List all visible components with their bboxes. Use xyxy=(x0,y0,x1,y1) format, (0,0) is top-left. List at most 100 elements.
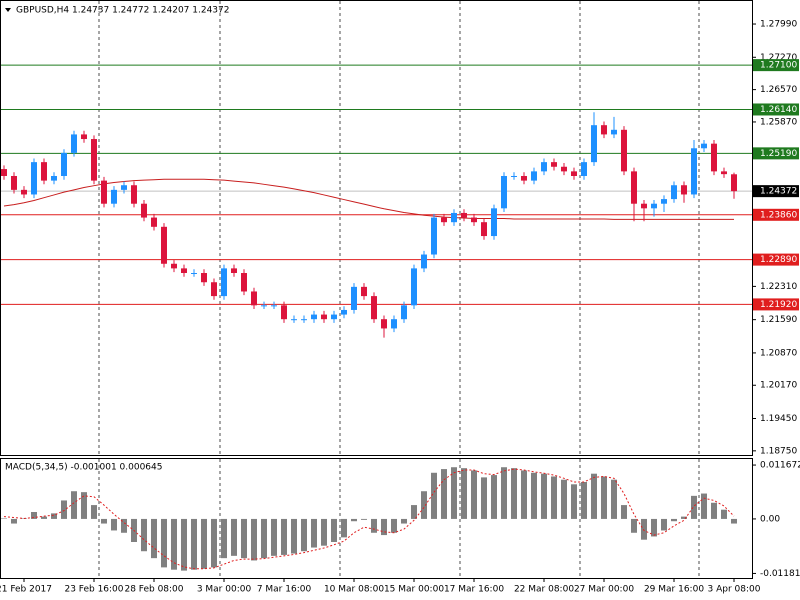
macd-bar xyxy=(451,467,457,519)
macd-bar xyxy=(121,518,127,533)
candle-body xyxy=(721,171,727,175)
candle-body xyxy=(131,185,137,204)
candle-body xyxy=(181,268,187,273)
level-label: 1.23860 xyxy=(760,210,797,220)
candle-body xyxy=(401,305,407,320)
macd-bar xyxy=(181,518,187,571)
x-tick-label: 3 Apr 08:00 xyxy=(708,585,761,595)
macd-bar xyxy=(331,518,337,542)
macd-bar xyxy=(551,476,557,519)
macd-bar xyxy=(91,505,97,519)
macd-bar xyxy=(591,473,597,519)
candle-body xyxy=(561,166,567,172)
candle-body xyxy=(451,212,457,223)
level-label-box xyxy=(753,298,799,311)
macd-bar xyxy=(81,492,87,519)
macd-bar xyxy=(191,518,197,570)
macd-bar xyxy=(561,479,567,519)
macd-bar xyxy=(681,516,687,519)
macd-bar xyxy=(231,518,237,556)
candle-body xyxy=(441,217,447,223)
candle-body xyxy=(601,125,607,135)
candle-body xyxy=(731,174,737,192)
macd-bar xyxy=(351,518,357,522)
menu-icon xyxy=(5,8,11,12)
level-label: 1.21920 xyxy=(760,300,797,310)
macd-bar xyxy=(381,518,387,536)
level-label-box xyxy=(753,59,799,72)
macd-bar xyxy=(71,491,77,519)
price-title: GBPUSD,H4 1.24737 1.24772 1.24207 1.2437… xyxy=(16,6,229,16)
macd-bar xyxy=(501,467,507,519)
x-tick-label: 28 Feb 08:00 xyxy=(124,585,183,595)
macd-bar xyxy=(61,500,67,519)
candle-body xyxy=(201,273,207,283)
candle-body xyxy=(251,291,257,306)
candle-body xyxy=(681,185,687,195)
y-tick-label: -0.011812 xyxy=(760,569,800,579)
signal-line xyxy=(3,468,735,570)
macd-bar xyxy=(41,516,47,519)
macd-bar xyxy=(621,505,627,519)
candle-body xyxy=(501,175,507,209)
candle-body xyxy=(1,169,7,176)
candle-body xyxy=(421,254,427,269)
macd-bar xyxy=(51,513,57,519)
macd-bar xyxy=(391,518,397,533)
candle-body xyxy=(121,185,127,190)
macd-bar xyxy=(471,470,477,519)
macd-bar xyxy=(421,491,427,519)
macd-bar xyxy=(151,518,157,559)
x-tick-label: 29 Mar 16:00 xyxy=(644,585,704,595)
candle-body xyxy=(311,314,317,320)
candle-body xyxy=(71,134,77,153)
candle-body xyxy=(31,162,37,195)
candle-body xyxy=(521,175,527,181)
y-tick-label: 1.21590 xyxy=(760,315,797,325)
level-label-box xyxy=(753,208,799,221)
macd-title: MACD(5,34,5) -0.001001 0.000645 xyxy=(5,463,162,473)
macd-bar xyxy=(541,473,547,519)
x-tick-label: 7 Mar 16:00 xyxy=(257,585,312,595)
y-tick-label: 0.011672 xyxy=(760,461,800,471)
macd-bar xyxy=(211,518,217,568)
macd-bar xyxy=(691,495,697,519)
macd-bar xyxy=(271,518,277,556)
x-tick-label: 21 Feb 2017 xyxy=(0,585,52,595)
candle-body xyxy=(711,143,717,172)
candle-body xyxy=(191,273,197,274)
x-tick-label: 23 Feb 16:00 xyxy=(64,585,123,595)
macd-bar xyxy=(101,518,107,524)
macd-bar xyxy=(481,477,487,519)
candle-body xyxy=(661,199,667,204)
macd-bar xyxy=(661,518,667,531)
candle-body xyxy=(641,203,647,209)
candle-body xyxy=(301,319,307,321)
x-tick-label: 10 Mar 08:00 xyxy=(324,585,384,595)
candle-body xyxy=(651,203,657,209)
candle-body xyxy=(61,152,67,176)
candle-body xyxy=(171,263,177,269)
macd-bar xyxy=(291,518,297,554)
macd-bar xyxy=(721,509,727,519)
candle-body xyxy=(511,175,517,177)
candle-body xyxy=(701,143,707,149)
macd-bar xyxy=(261,518,267,559)
candle-body xyxy=(101,180,107,204)
macd-bar xyxy=(401,518,407,524)
candle-body xyxy=(81,134,87,140)
candle-body xyxy=(351,286,357,310)
candle-body xyxy=(461,212,467,218)
y-tick-label: 1.18750 xyxy=(760,446,797,456)
candle-body xyxy=(91,139,97,181)
candle-body xyxy=(571,171,577,176)
macd-bar xyxy=(1,518,7,519)
macd-bar xyxy=(411,505,417,519)
candle-body xyxy=(221,268,227,297)
candle-body xyxy=(111,189,117,204)
macd-bar xyxy=(531,472,537,519)
y-tick-label: 1.20870 xyxy=(760,348,797,358)
macd-bar xyxy=(311,518,317,548)
candle-body xyxy=(51,175,57,181)
